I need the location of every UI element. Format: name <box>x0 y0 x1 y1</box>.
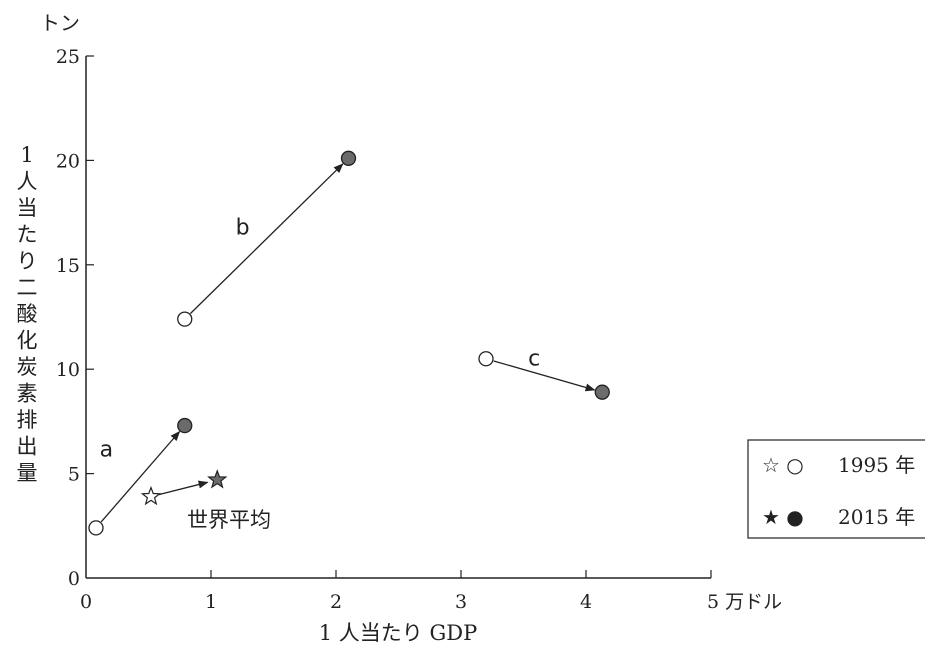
point-b-1995 <box>177 311 193 327</box>
y-tick-label: 15 <box>56 255 80 277</box>
legend-box <box>747 439 925 539</box>
y-tick-label: 10 <box>56 359 80 381</box>
x-axis-title: 1 人当たり GDP <box>319 621 477 645</box>
arrow-b <box>190 163 344 314</box>
arrow-world-average <box>158 480 209 496</box>
point-b-2015 <box>340 150 357 166</box>
markers <box>88 150 610 536</box>
x-ticks: 0 1 2 3 4 <box>80 570 712 613</box>
x-unit-label: 5 万ドル <box>707 591 782 613</box>
series-label-b: b <box>236 216 250 241</box>
x-tick-label: 4 <box>580 591 592 613</box>
arrows <box>100 163 596 523</box>
point-world-2015 <box>207 469 228 489</box>
y-tick-label: 25 <box>56 46 80 68</box>
legend-item-2015-symbols: ★ ● <box>762 505 804 529</box>
y-unit-label: トン <box>40 11 80 35</box>
x-tick-label: 1 <box>205 591 217 613</box>
point-world-1995 <box>140 485 162 506</box>
legend-item-1995-label: 1995 年 <box>838 453 915 477</box>
y-axis-title: 1 人当たり二酸化炭素排出量 <box>17 143 38 485</box>
arrow-c <box>493 360 596 392</box>
point-c-1995 <box>478 351 494 367</box>
legend-item-2015-label: 2015 年 <box>838 505 915 529</box>
point-a-1995 <box>88 520 104 536</box>
arrow-a <box>100 430 181 523</box>
point-c-2015 <box>594 384 610 400</box>
y-tick-label: 5 <box>68 464 80 486</box>
x-tick-label: 2 <box>330 591 342 613</box>
point-a-2015 <box>177 417 193 434</box>
y-tick-label: 20 <box>56 150 80 172</box>
series-label-a: a <box>100 438 113 463</box>
y-ticks: 0 5 10 15 20 25 <box>56 46 94 590</box>
x-tick-label: 0 <box>80 591 92 613</box>
series-labels: a b c <box>100 216 541 463</box>
world-average-label: 世界平均 <box>187 508 271 532</box>
x-tick-label: 3 <box>455 591 467 613</box>
legend: ☆ ○ 1995 年 ★ ● 2015 年 <box>747 439 925 539</box>
series-label-c: c <box>528 346 540 371</box>
y-tick-label: 0 <box>68 568 80 590</box>
legend-item-1995-symbols: ☆ ○ <box>762 453 804 477</box>
